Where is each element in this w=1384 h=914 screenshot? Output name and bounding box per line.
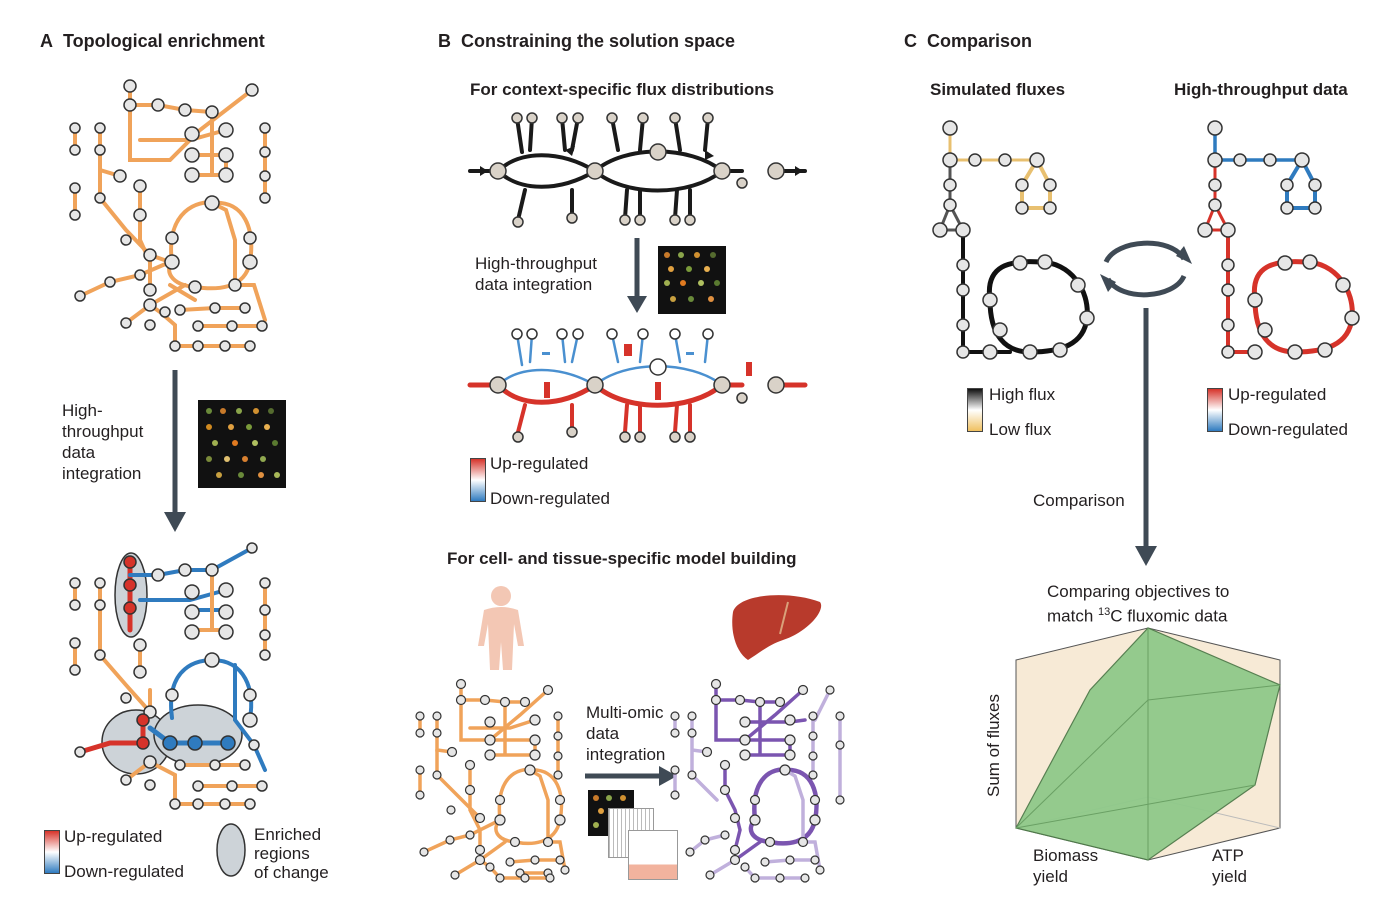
panel-b-multiomic-label: Multi-omic data integration (586, 703, 666, 764)
legend-a-enriched-label: Enriched regions of change (254, 825, 329, 882)
panel-b-arrow (627, 238, 647, 313)
panel-b-title: B Constraining the solution space (438, 31, 735, 52)
heatmap-a (198, 400, 286, 488)
panel-c-htp-title: High-throughput data (1174, 80, 1348, 99)
legend-c-up: Up-regulated (1228, 385, 1327, 404)
panel-b-subtitle-bottom: For cell- and tissue-specific model buil… (447, 549, 797, 568)
panel-b-subtitle-top: For context-specific flux distributions (470, 80, 775, 99)
panel-c-objectives-line1: Comparing objectives to (1047, 582, 1230, 601)
panel-c-simulated-title: Simulated fluxes (930, 80, 1066, 99)
panel-a-title-text: Topological enrichment (63, 31, 265, 51)
panel-b-multiomic-arrow (585, 766, 677, 786)
panel-c-title: C Comparison (904, 31, 1032, 52)
legend-c-flux-bar (967, 388, 983, 432)
legend-a-enriched-ellipse (216, 823, 246, 877)
panel-b-title-text: Constraining the solution space (461, 31, 736, 51)
panel-b-arrow-label: High-throughput data integration (475, 254, 597, 294)
panel-c-objectives-post: C fluxomic data (1110, 606, 1228, 626)
legend-c-low-flux: Low flux (989, 420, 1052, 439)
panel-b-letter: B (438, 31, 451, 51)
axis-x-atp-yield: ATP yield (1212, 846, 1247, 886)
legend-b-up-label: Up-regulated (490, 454, 589, 473)
heatmap-b (658, 246, 726, 314)
panel-c-objectives-line2: match 13C fluxomic data (1047, 602, 1227, 627)
panel-a-arrow-label: High- throughput data integration (62, 401, 144, 483)
legend-b-down-label: Down-regulated (490, 489, 611, 508)
panel-c-comparison-arrow (1135, 308, 1157, 566)
panel-a-title: A Topological enrichment (40, 31, 265, 52)
liver-icon (732, 595, 822, 660)
panel-c-comparison-label: Comparison (1033, 491, 1125, 510)
cycle-arrows-icon (1100, 240, 1192, 298)
legend-a-down-label: Down-regulated (64, 862, 185, 881)
legend-a-up-label: Up-regulated (64, 827, 163, 846)
legend-c-updown-bar (1207, 388, 1223, 432)
panel-a-letter: A (40, 31, 53, 51)
panel-a-arrow (164, 370, 186, 532)
human-body-icon (478, 586, 524, 670)
legend-a-updown-bar (44, 830, 60, 874)
legend-c-high-flux: High flux (989, 385, 1056, 404)
network-a-top-nodes (69, 79, 271, 352)
panel-c-letter: C (904, 31, 917, 51)
panel-c-objectives-sup: 13 (1098, 606, 1111, 618)
panel-c-objectives-pre: match (1047, 606, 1099, 626)
legend-c-down: Down-regulated (1228, 420, 1349, 439)
data-sheet-red (628, 830, 678, 880)
panel-c-title-text: Comparison (927, 31, 1033, 51)
axis-x-biomass-yield: Biomass yield (1033, 846, 1099, 886)
legend-b-updown-bar (470, 458, 486, 502)
axis-y-sum-of-fluxes: Sum of fluxes (984, 694, 1003, 797)
